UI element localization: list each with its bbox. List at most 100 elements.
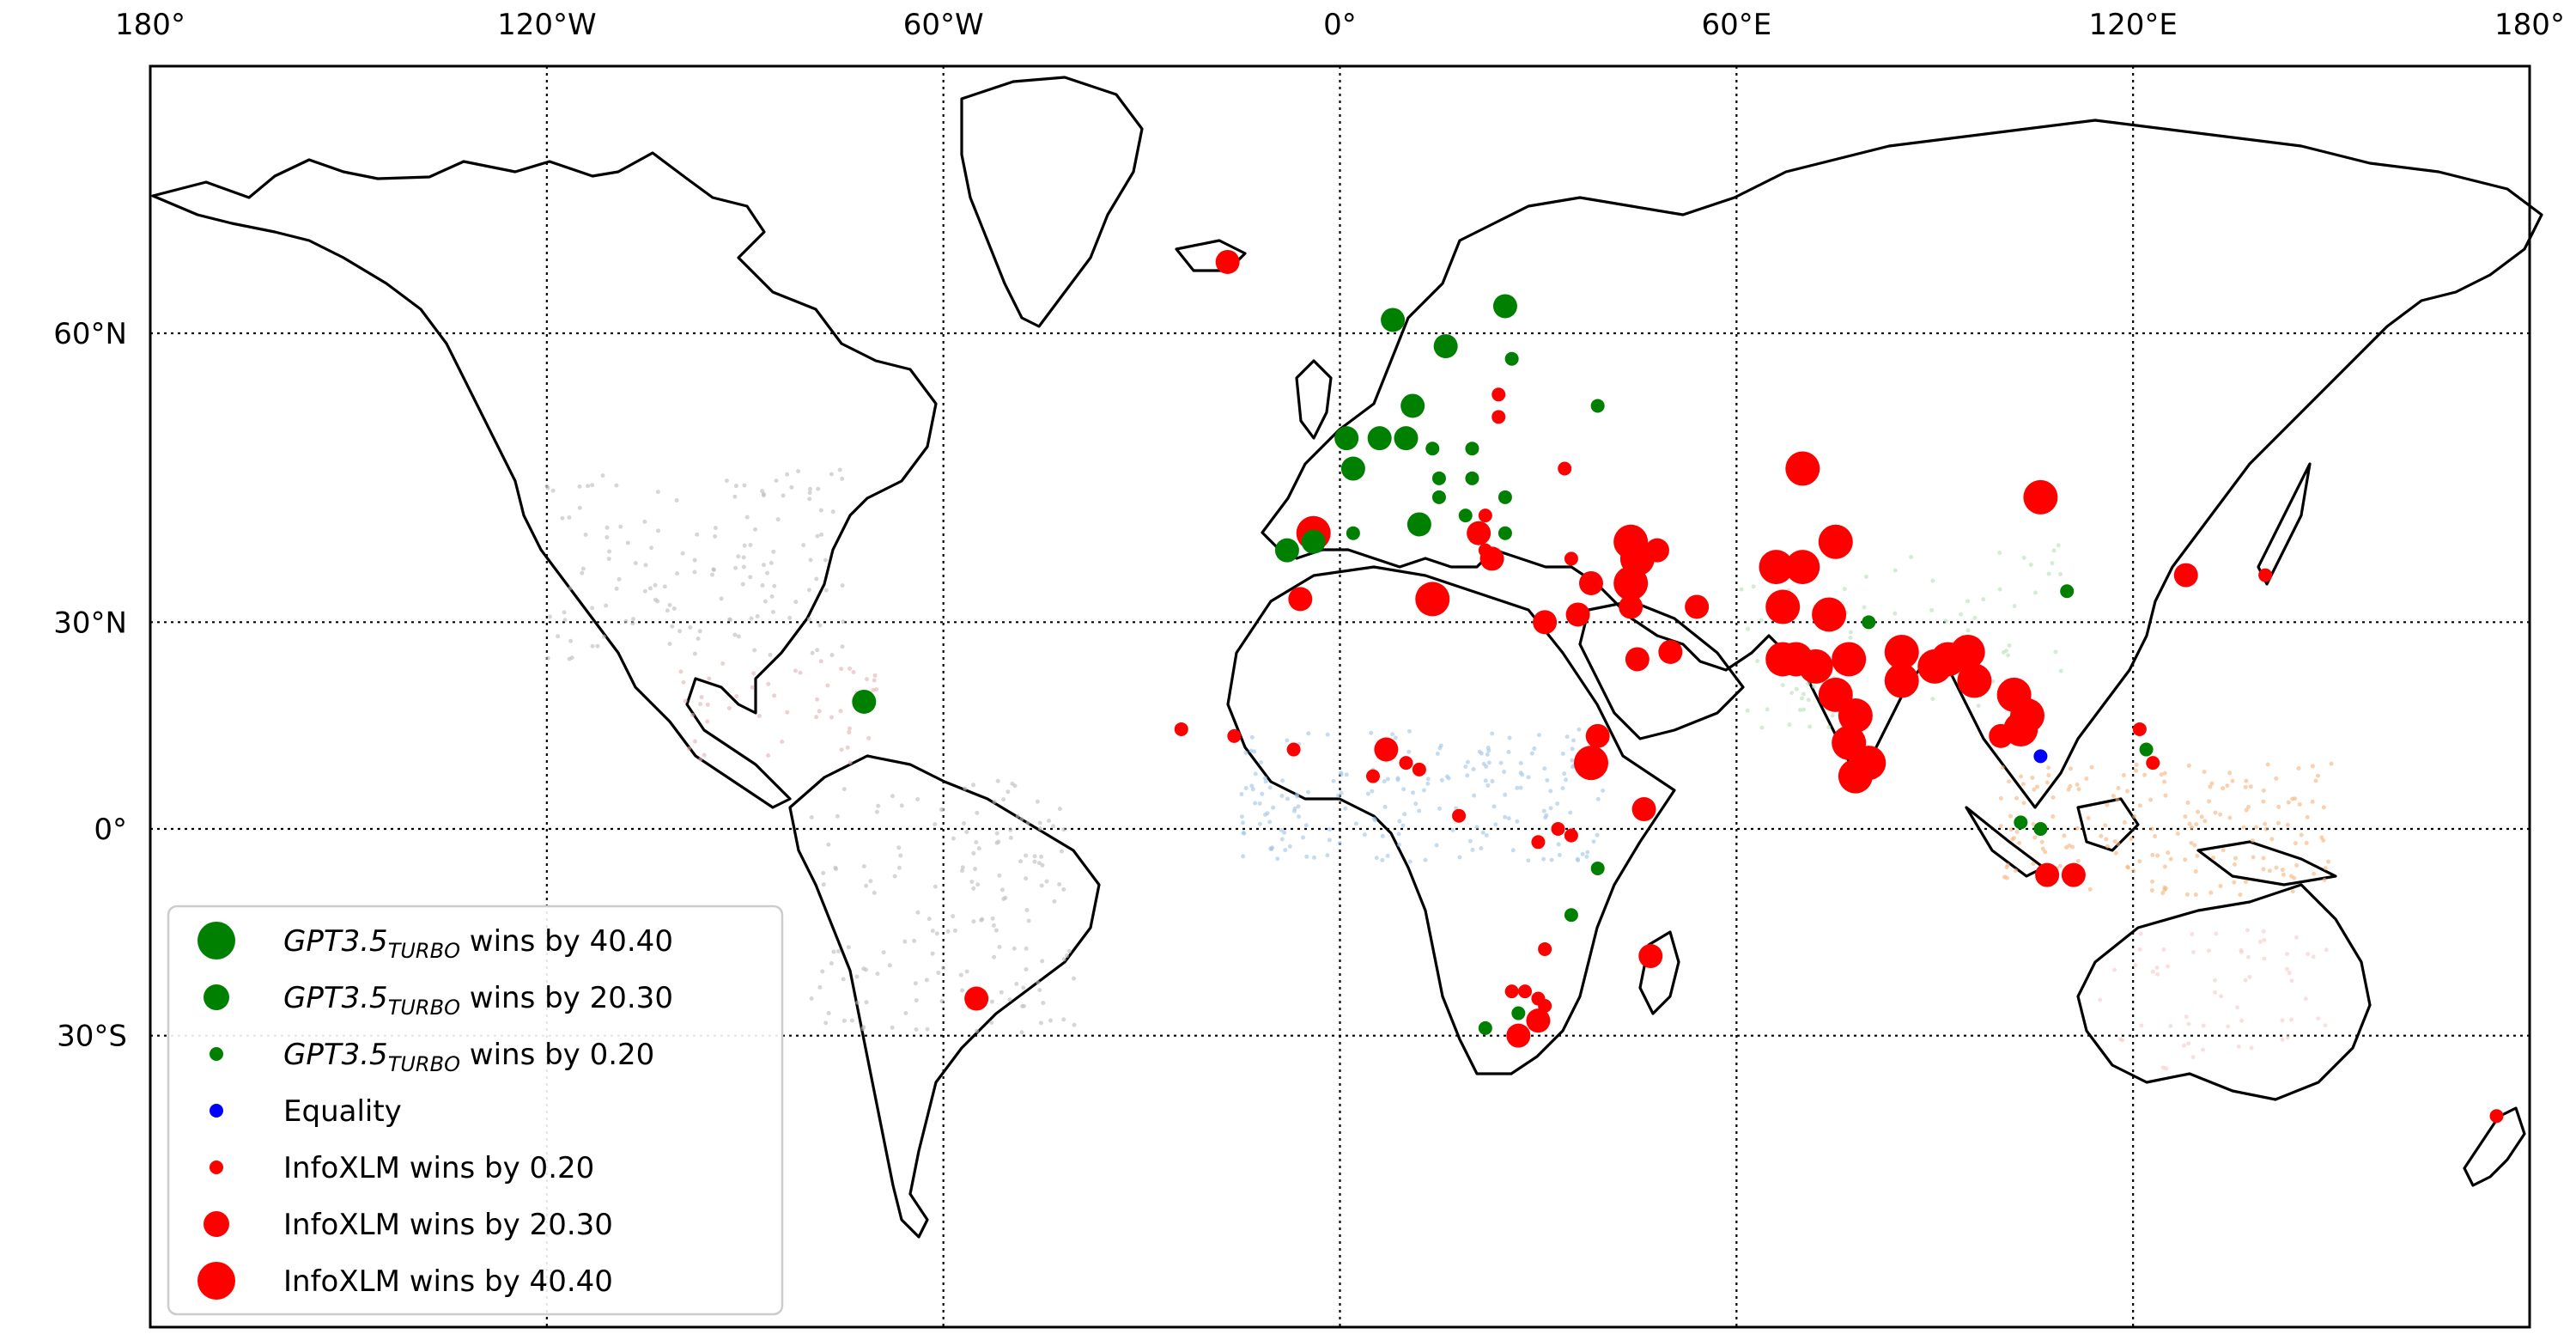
infoxlm-point	[1765, 642, 1801, 677]
legend-marker	[210, 1047, 223, 1061]
background-point	[600, 473, 605, 478]
background-point	[2111, 794, 2116, 799]
background-point	[1331, 778, 1336, 783]
background-point	[1998, 824, 2003, 829]
infoxlm-point	[964, 986, 989, 1011]
background-point	[752, 648, 757, 653]
background-point	[960, 988, 965, 993]
infoxlm-point	[1832, 642, 1867, 677]
background-point	[586, 484, 591, 489]
background-point	[2192, 843, 2197, 848]
background-point	[744, 515, 750, 520]
background-point	[2164, 1066, 2169, 1071]
background-point	[692, 651, 697, 656]
background-point	[960, 868, 965, 874]
background-point	[997, 873, 1002, 878]
background-point	[655, 490, 660, 495]
background-point	[2202, 770, 2207, 775]
background-point	[995, 778, 1000, 783]
background-point	[2008, 813, 2014, 819]
background-point	[2209, 781, 2215, 786]
background-point	[1893, 568, 1898, 573]
background-point	[887, 963, 892, 968]
background-point	[2159, 772, 2164, 777]
background-point	[1571, 738, 1577, 743]
background-point	[2053, 649, 2058, 655]
background-point	[2296, 766, 2301, 771]
background-point	[789, 484, 794, 490]
background-point	[1811, 684, 1816, 689]
background-point	[864, 883, 869, 888]
background-point	[692, 557, 697, 563]
background-point	[2012, 604, 2017, 609]
background-point	[821, 882, 826, 887]
background-point	[1560, 751, 1565, 756]
background-point	[2313, 778, 2318, 783]
legend-label: GPT3.5TURBO wins by 0.20	[283, 1038, 654, 1076]
background-point	[2244, 807, 2249, 813]
background-point	[2007, 779, 2012, 784]
background-point	[2267, 868, 2272, 874]
background-point	[726, 705, 732, 710]
background-point	[1485, 746, 1491, 751]
background-point	[2086, 815, 2091, 820]
gpt-point	[1564, 908, 1578, 923]
background-point	[2115, 797, 2120, 802]
background-point	[2063, 845, 2069, 850]
gpt-point	[1394, 426, 1419, 451]
background-point	[1745, 708, 1750, 713]
legend-model-subscript: TURBO	[388, 939, 460, 963]
background-point	[1518, 785, 1523, 790]
gpt-point	[1478, 1020, 1492, 1035]
background-point	[876, 803, 881, 808]
background-point	[2193, 868, 2198, 874]
background-point	[1943, 618, 1948, 624]
background-point	[751, 671, 756, 676]
background-point	[787, 615, 793, 620]
background-point	[601, 634, 606, 639]
background-point	[1018, 859, 1024, 864]
background-point	[1506, 816, 1511, 821]
infoxlm-point	[1644, 538, 1669, 563]
background-point	[1515, 819, 1520, 824]
background-point	[2000, 764, 2005, 770]
background-point	[1474, 825, 1479, 830]
africa-outline	[1226, 565, 1676, 1075]
background-point	[2306, 952, 2311, 957]
background-point	[875, 972, 880, 977]
arabia-outline	[1578, 600, 1745, 740]
background-point	[770, 609, 775, 614]
background-point	[1909, 555, 1914, 560]
background-point	[2239, 1018, 2245, 1023]
background-point	[2194, 822, 2199, 827]
background-point	[1339, 790, 1344, 795]
background-point	[702, 752, 707, 758]
background-point	[1371, 816, 1376, 821]
background-point	[1037, 820, 1042, 825]
background-point	[781, 493, 786, 498]
background-point	[1241, 854, 1246, 859]
background-point	[1257, 801, 1262, 806]
background-point	[829, 653, 835, 658]
background-point	[2293, 841, 2298, 846]
background-point	[1794, 686, 1799, 691]
background-point	[2244, 778, 2249, 783]
background-point	[1510, 848, 1516, 853]
background-point	[2008, 827, 2014, 832]
background-point	[2288, 1017, 2293, 1022]
background-point	[550, 488, 556, 493]
gpt-point	[1590, 399, 1605, 413]
background-point	[927, 917, 932, 922]
background-point	[823, 557, 828, 563]
background-point	[649, 545, 654, 551]
background-point	[760, 583, 765, 588]
background-point	[971, 783, 976, 788]
background-point	[696, 636, 701, 641]
background-point	[2319, 835, 2324, 840]
background-point	[1485, 752, 1490, 757]
background-point	[2150, 852, 2155, 857]
background-point	[692, 570, 697, 575]
gpt-point	[1367, 426, 1392, 451]
background-point	[1297, 814, 1302, 819]
background-point	[831, 949, 836, 954]
